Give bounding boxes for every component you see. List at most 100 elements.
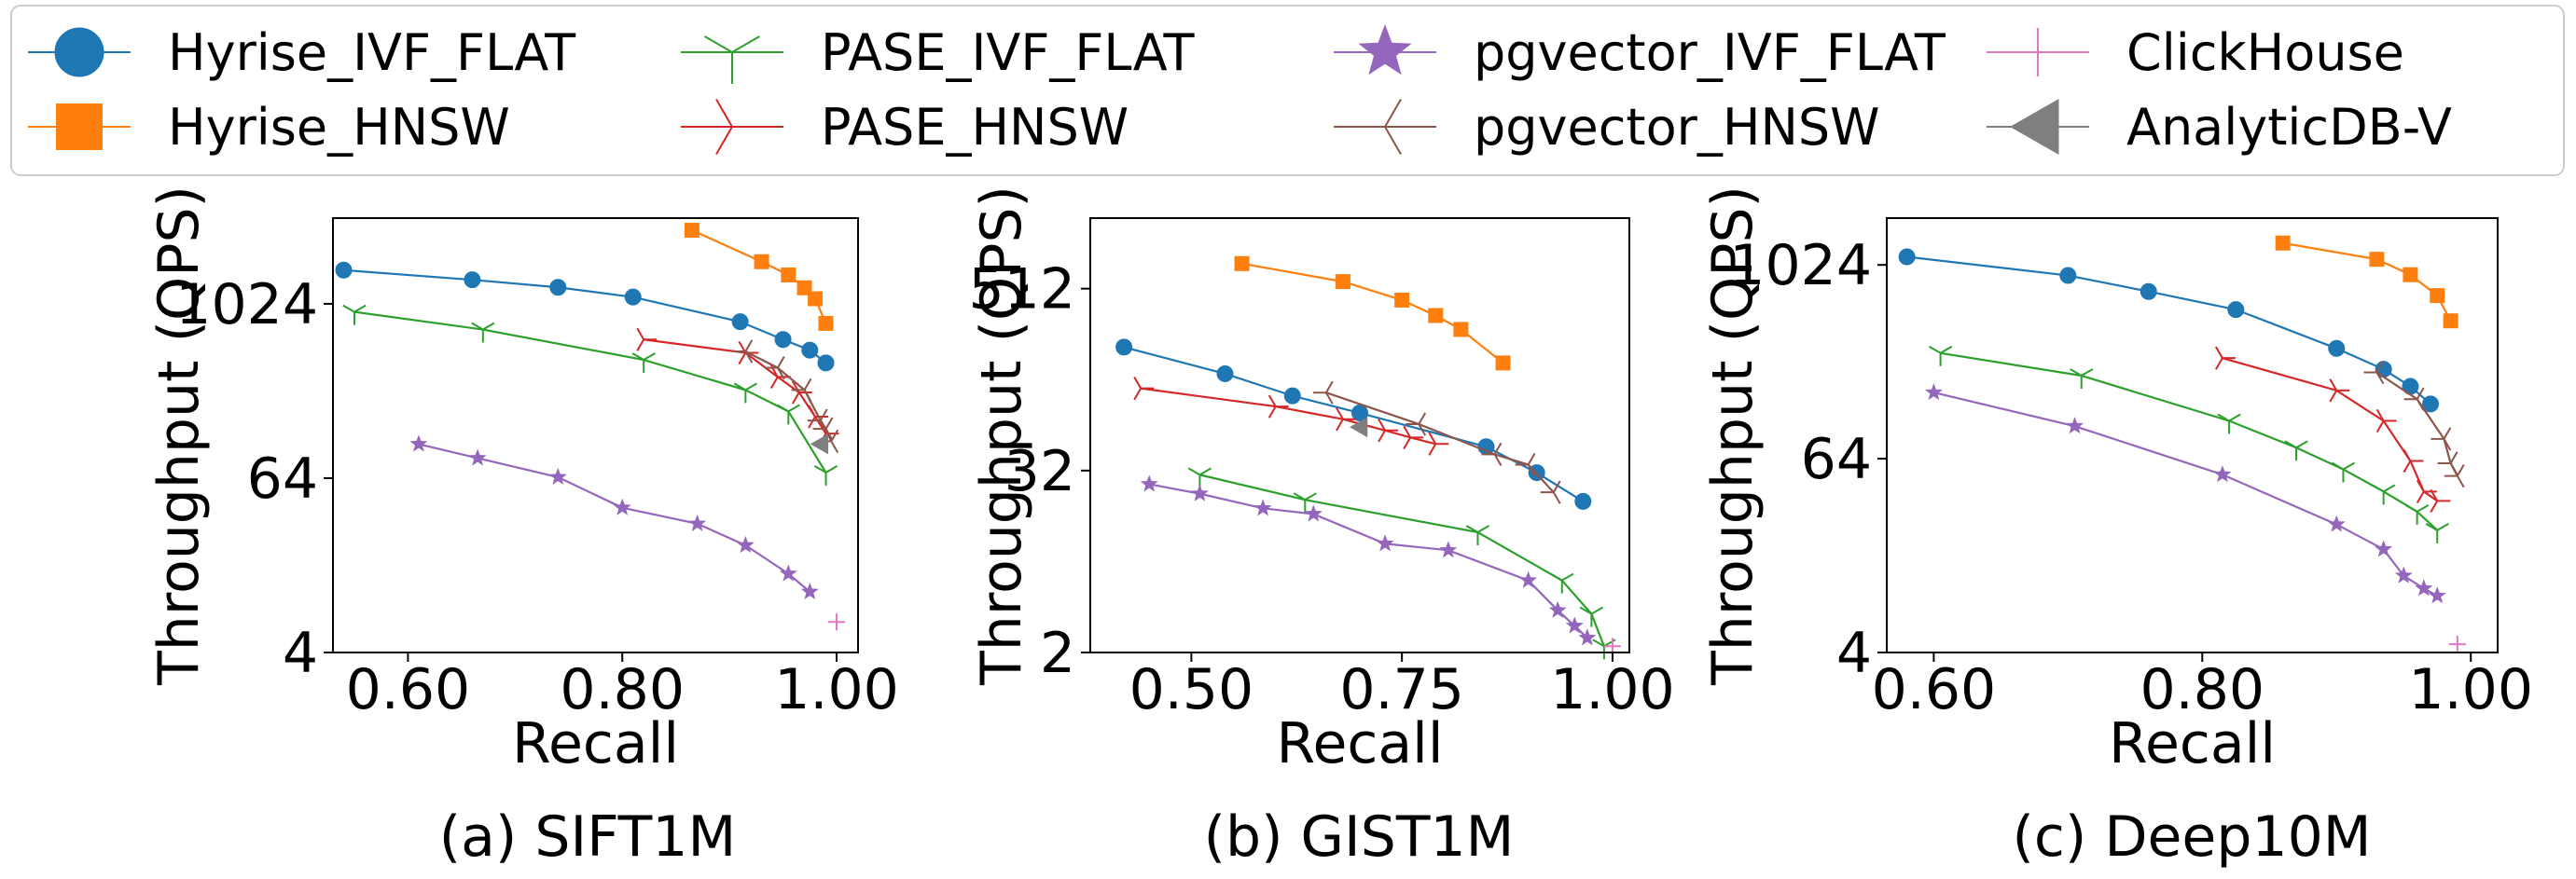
data-point — [464, 271, 481, 289]
series-line — [1906, 255, 2431, 405]
series-line — [691, 228, 827, 324]
data-point — [468, 448, 487, 466]
data-point — [2437, 451, 2458, 475]
legend-item-clickhouse: ClickHouse — [1987, 23, 2404, 82]
series-line — [1933, 391, 2438, 597]
data-point — [1924, 383, 1943, 401]
x-axis-label: Recall — [2109, 711, 2276, 776]
data-point — [1898, 248, 1916, 266]
data-point — [548, 467, 567, 485]
chart-panel-3: 0.60 0.80 1.00 4 64 1024 Recall Throughput (QPS… — [1700, 185, 2533, 870]
x-tick-label: 0.60 — [1872, 657, 1997, 722]
legend-marker-clickhouse — [2014, 28, 2062, 76]
data-point — [2375, 408, 2397, 433]
data-point — [631, 352, 656, 374]
y-tick-label: 2 — [1040, 621, 1075, 686]
x-tick-label: 1.00 — [1550, 657, 1675, 722]
data-point — [1293, 492, 1317, 514]
series-hyrise-ivf-flat — [1898, 248, 2440, 413]
data-point — [2363, 360, 2385, 385]
y-tick-label: 4 — [283, 621, 318, 686]
data-point — [779, 564, 797, 582]
series-hyrise-hnsw — [2275, 235, 2458, 329]
series-pgvector-hnsw — [2363, 360, 2465, 488]
series-pgvector-hnsw — [732, 339, 839, 454]
x-axis-label: Recall — [512, 711, 679, 776]
x-axis-label: Recall — [1276, 711, 1443, 776]
y-axis-label: Throughput (QPS) — [1700, 185, 1766, 686]
data-point — [828, 613, 846, 631]
series-line — [1149, 483, 1588, 639]
data-point — [1376, 534, 1394, 552]
data-point — [1548, 600, 1567, 618]
data-point — [2213, 465, 2232, 483]
legend-label: AnalyticDB-V — [2126, 98, 2452, 157]
legend-label: Hyrise_IVF_FLAT — [168, 23, 576, 82]
data-point — [2066, 417, 2084, 434]
x-tick-label: 0.60 — [346, 657, 471, 722]
data-point — [2217, 413, 2241, 434]
data-point — [2227, 301, 2245, 319]
data-point — [2430, 288, 2445, 304]
legend-label: pgvector_HNSW — [1474, 98, 1880, 157]
series-hyrise-hnsw — [1234, 255, 1511, 371]
legend-item-analyticdb-v: AnalyticDB-V — [1987, 98, 2452, 157]
data-point — [1550, 572, 1574, 594]
legend-marker-pase-ivf-flat — [704, 35, 760, 84]
y-axis-label: Throughput (QPS) — [969, 185, 1034, 686]
y-tick-label: 1024 — [175, 272, 318, 337]
data-point — [1453, 322, 1469, 337]
data-point — [335, 261, 353, 279]
series-hyrise-hnsw — [684, 222, 834, 331]
data-point — [1216, 364, 1234, 382]
series-pase-ivf-flat — [1928, 345, 2449, 543]
data-point — [817, 354, 835, 372]
data-point — [2422, 395, 2440, 413]
data-point — [1335, 274, 1350, 290]
data-point — [342, 304, 367, 325]
data-point — [1253, 499, 1272, 516]
data-point — [1378, 419, 1399, 443]
data-point — [1519, 570, 1538, 588]
plot-frame — [1886, 217, 2499, 653]
data-point — [1234, 255, 1250, 271]
x-tick-label: 1.00 — [2408, 657, 2533, 722]
data-point — [2372, 484, 2396, 505]
data-point — [731, 313, 749, 331]
series-line — [2282, 241, 2452, 322]
series-pgvector-ivf-flat — [409, 434, 819, 599]
data-point — [781, 267, 796, 282]
series-pase-ivf-flat — [342, 304, 838, 486]
data-point — [624, 288, 642, 306]
data-point — [1465, 525, 1490, 545]
legend-item-hyrise-hnsw: Hyrise_HNSW — [28, 98, 510, 157]
chart-panel-1: 0.60 0.80 1.00 4 64 1024 Recall Throughput (QPS… — [146, 185, 899, 870]
data-point — [810, 433, 829, 455]
data-point — [1574, 492, 1592, 510]
legend-item-hyrise-ivf-flat: Hyrise_IVF_FLAT — [28, 23, 576, 82]
legend-marker-hyrise-ivf-flat — [54, 27, 104, 77]
plot-frame — [332, 217, 859, 653]
data-point — [2070, 368, 2094, 389]
data-point — [1394, 292, 1410, 308]
data-point — [549, 279, 567, 296]
data-point — [801, 341, 819, 359]
data-point — [636, 327, 658, 351]
legend-marker-hyrise-hnsw — [56, 103, 103, 150]
data-point — [2331, 461, 2356, 483]
legend-marker-pgvector-ivf-flat — [1358, 24, 1412, 76]
series-line — [1241, 262, 1504, 364]
legend-label: Hyrise_HNSW — [168, 98, 510, 157]
data-point — [754, 254, 769, 269]
x-tick-label: 0.50 — [1129, 657, 1254, 722]
y-tick-label: 32 — [1004, 439, 1075, 504]
series-pase-hnsw — [1133, 377, 1449, 456]
data-point — [2425, 522, 2449, 543]
x-tick-label: 1.00 — [774, 657, 899, 722]
data-point — [1336, 407, 1356, 432]
data-point — [2428, 586, 2446, 604]
data-point — [774, 331, 792, 349]
legend-item-pase-ivf-flat: PASE_IVF_FLAT — [681, 23, 1196, 84]
series-pgvector-ivf-flat — [1140, 474, 1597, 646]
data-point — [1406, 412, 1427, 436]
